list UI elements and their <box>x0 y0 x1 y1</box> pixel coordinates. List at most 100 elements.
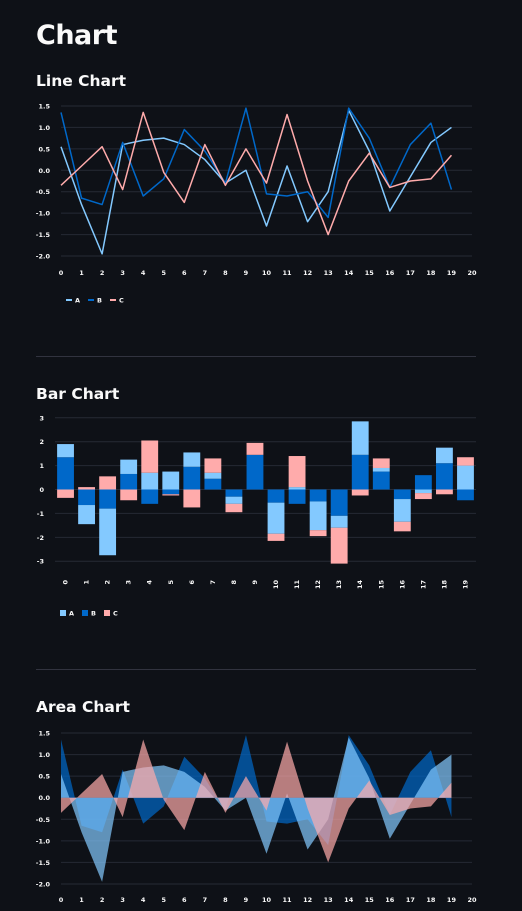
bar-c <box>120 489 138 501</box>
x-tick-label: 4 <box>141 269 146 277</box>
y-tick-label: 0.5 <box>38 773 50 781</box>
bar-b <box>309 489 327 502</box>
bar-b <box>78 489 95 506</box>
x-tick-label: 17 <box>406 896 415 904</box>
x-tick-label: 12 <box>303 269 312 277</box>
x-tick-label: 1 <box>79 269 84 277</box>
y-tick-label: -3 <box>37 558 44 566</box>
y-tick-label: 0.0 <box>38 167 50 175</box>
bar-c <box>141 440 159 473</box>
x-tick-label: 19 <box>447 896 457 904</box>
bar-c <box>267 533 285 541</box>
bar-b <box>183 466 201 490</box>
y-tick-label: 1.0 <box>38 751 50 759</box>
bar-c <box>414 493 432 500</box>
x-tick-label: 7 <box>203 269 208 277</box>
bar-b <box>162 489 180 495</box>
bar-c <box>351 489 369 496</box>
y-tick-label: 2 <box>39 438 44 446</box>
x-tick-label: 15 <box>365 269 375 277</box>
series-line-a <box>60 109 452 255</box>
bar-b <box>246 454 264 490</box>
x-tick-label: 14 <box>356 580 364 590</box>
bar-a <box>141 472 159 490</box>
y-tick-label: -0.5 <box>36 816 51 824</box>
x-tick-label: 10 <box>262 896 272 904</box>
x-tick-label: 12 <box>314 580 322 589</box>
x-tick-label: 1 <box>79 896 84 904</box>
y-tick-label: 1.5 <box>38 730 50 738</box>
divider <box>36 356 476 357</box>
x-tick-label: 8 <box>223 269 228 277</box>
y-tick-label: -0.5 <box>36 188 51 196</box>
x-tick-label: 20 <box>467 269 477 277</box>
x-tick-label: 8 <box>223 896 228 904</box>
x-tick-label: 5 <box>161 896 166 904</box>
bar-c <box>57 489 74 498</box>
bar-a <box>372 467 390 472</box>
x-tick-label: 9 <box>244 896 249 904</box>
x-tick-label: 11 <box>283 896 293 904</box>
bar-b <box>414 475 432 490</box>
legend-swatch-a <box>60 610 66 616</box>
x-tick-label: 4 <box>141 896 146 904</box>
y-tick-label: 3 <box>39 414 44 422</box>
bar-b <box>225 489 243 497</box>
bar-a <box>183 452 201 467</box>
bar-a <box>414 489 432 494</box>
bar-b <box>457 489 474 501</box>
x-tick-label: 5 <box>161 269 166 277</box>
legend-label: B <box>97 297 102 305</box>
bar-c <box>204 458 222 473</box>
x-tick-label: 18 <box>440 580 448 590</box>
bar-a <box>99 508 117 556</box>
x-tick-label: 0 <box>59 269 64 277</box>
bar-a <box>351 421 369 455</box>
bar-c <box>183 489 201 508</box>
bar-b <box>120 473 138 490</box>
page-title: Chart <box>36 20 117 51</box>
bar-chart-title: Bar Chart <box>36 385 120 403</box>
x-tick-label: 9 <box>244 269 249 277</box>
bar-c <box>393 521 411 532</box>
x-tick-label: 7 <box>203 896 208 904</box>
series-line-c <box>60 111 453 236</box>
bar-c <box>330 527 348 564</box>
x-tick-label: 11 <box>283 269 293 277</box>
x-tick-label: 3 <box>125 580 133 585</box>
x-tick-label: 16 <box>385 269 395 277</box>
y-tick-label: -2.0 <box>36 881 51 889</box>
line-chart-title: Line Chart <box>36 72 127 90</box>
y-tick-label: 1 <box>39 462 44 470</box>
bar-a <box>225 496 243 504</box>
line-chart[interactable]: 1.51.00.50.0-0.5-1.0-1.5-2.00 1 2 3 4 5 6 7 8 9 10… <box>0 0 522 305</box>
y-tick-label: 1.0 <box>38 124 50 132</box>
bar-b <box>372 471 390 490</box>
x-tick-label: 3 <box>120 896 125 904</box>
bar-c <box>288 456 306 488</box>
y-tick-label: -1 <box>37 510 45 518</box>
x-tick-label: 5 <box>167 580 175 585</box>
bar-a <box>267 502 285 534</box>
x-tick-label: 14 <box>344 896 354 904</box>
bar-a <box>162 471 180 490</box>
x-tick-label: 7 <box>209 580 217 585</box>
legend-swatch-c <box>104 610 110 616</box>
x-tick-label: 6 <box>188 580 196 585</box>
legend-label: C <box>119 297 124 305</box>
bar-a <box>288 487 306 490</box>
bar-c <box>246 442 264 455</box>
x-tick-label: 13 <box>335 580 343 589</box>
bar-a <box>436 447 453 464</box>
x-tick-label: 6 <box>182 896 187 904</box>
bar-b <box>99 489 117 509</box>
bar-c <box>78 487 95 490</box>
area-chart-title: Area Chart <box>36 698 130 716</box>
y-tick-label: -1.5 <box>36 859 51 867</box>
y-tick-label: 0.0 <box>38 794 50 802</box>
y-tick-label: 1.5 <box>38 103 50 111</box>
bar-a <box>204 472 222 479</box>
x-tick-label: 1 <box>83 580 91 585</box>
